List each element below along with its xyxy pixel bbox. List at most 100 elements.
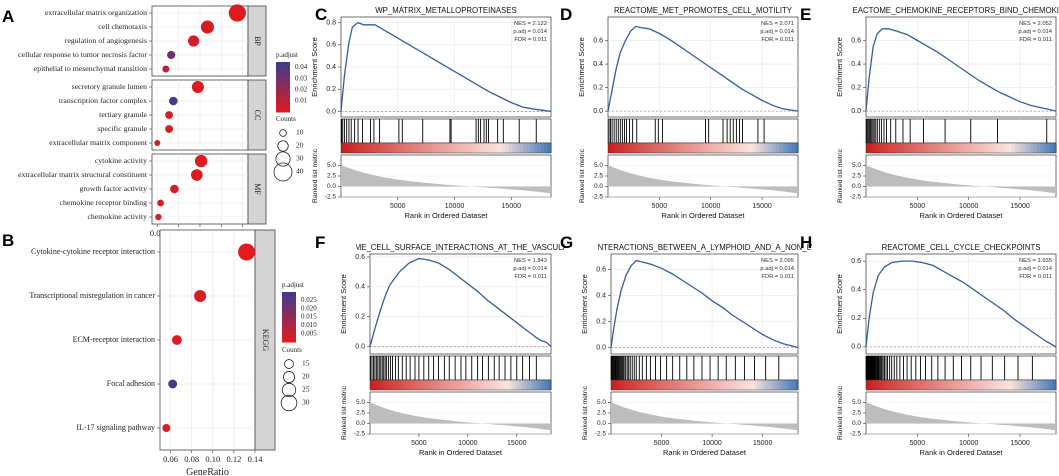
rank-color-band: [1002, 143, 1006, 153]
gsea-panel-h: REACTOME_CELL_CYCLE_CHECKPOINTS 0.0 0.2 0.4…: [835, 243, 1057, 457]
rank-color-band: [791, 380, 796, 390]
size-legend-circle: [277, 140, 289, 152]
rank-color-band: [738, 380, 743, 390]
rank-color-band: [620, 380, 625, 390]
rank-color-band: [655, 143, 660, 153]
rank-color-band: [961, 380, 965, 390]
colorbar-segment: [276, 105, 290, 108]
metric-tick-label: 2.5: [327, 173, 336, 180]
rank-color-band: [436, 380, 440, 390]
y-tick-label: 0.4: [593, 61, 603, 68]
rank-color-band: [415, 380, 419, 390]
colorbar-segment: [276, 94, 290, 97]
size-legend-label: 40: [296, 167, 304, 176]
rank-color-band: [386, 143, 391, 153]
rank-color-band: [698, 380, 702, 390]
rank-color-band: [642, 380, 646, 390]
metric-tick-label: 5.0: [597, 399, 606, 406]
rank-color-band: [986, 143, 991, 153]
dotplot-panel-b: KEGG Cytokine-cytokine receptor interacti…: [29, 229, 317, 476]
term-label: IL-17 signaling pathway: [76, 423, 155, 432]
rank-color-band: [673, 380, 678, 390]
es-curve: [865, 28, 1057, 112]
x-tick-label: 15000: [752, 203, 772, 210]
y-tick-label: 0.4: [355, 284, 365, 291]
rank-band-border: [610, 379, 799, 391]
rank-color-band: [611, 380, 615, 390]
rank-color-band: [938, 143, 943, 153]
colorbar-segment: [276, 89, 290, 92]
rank-color-band: [425, 143, 430, 153]
rank-color-band: [498, 143, 503, 153]
rank-color-band: [478, 380, 483, 390]
rank-color-band: [709, 143, 714, 153]
stat-label: p.adj = 0.014: [513, 266, 547, 272]
rank-color-band: [754, 380, 759, 390]
rank-color-band: [623, 380, 628, 390]
metric-tick-label: 0.0: [852, 183, 861, 190]
rank-color-band: [897, 143, 902, 153]
ranked-metric-area: [608, 165, 798, 194]
rank-color-band: [400, 380, 404, 390]
rank-color-band: [688, 380, 693, 390]
rank-color-band: [632, 380, 637, 390]
rank-color-band: [460, 143, 465, 153]
rank-color-band: [646, 143, 650, 153]
rank-color-band: [1030, 143, 1035, 153]
rank-color-band: [1030, 380, 1035, 390]
metric-tick-label: 0.0: [597, 420, 606, 427]
metric-axis-label: Ranked list metric: [579, 148, 586, 203]
colorbar-segment: [276, 98, 290, 100]
rank-color-band: [894, 143, 899, 153]
colorbar-segment: [276, 84, 290, 87]
panel-letter-h: H: [800, 233, 812, 252]
rank-color-band: [642, 143, 647, 153]
rank-color-band: [469, 380, 474, 390]
colorbar-tick-label: 0.025: [301, 296, 317, 304]
rank-color-band: [365, 143, 370, 153]
stat-label: NES = 2.122: [514, 21, 547, 27]
rank-color-band: [454, 380, 459, 390]
size-legend-title: Counts: [276, 115, 296, 123]
rank-color-band: [970, 143, 975, 153]
x-axis-label: GeneRatio: [186, 467, 229, 476]
rank-color-band: [687, 143, 691, 153]
rank-color-band: [526, 380, 531, 390]
data-point: [228, 4, 246, 22]
x-axis-label: Rank in Ordered Dataset: [662, 211, 746, 220]
rank-color-band: [866, 143, 870, 153]
rank-color-band: [453, 143, 458, 153]
rank-color-band: [481, 380, 486, 390]
rank-color-band: [532, 380, 537, 390]
rank-color-band: [938, 380, 943, 390]
rank-color-band: [421, 143, 426, 153]
rank-color-band: [964, 380, 968, 390]
colorbar-segment: [282, 333, 296, 335]
rank-color-band: [775, 143, 780, 153]
colorbar-segment: [282, 298, 296, 300]
rank-color-band: [526, 143, 531, 153]
rank-color-band: [1040, 380, 1044, 390]
metric-tick-label: 0.0: [356, 420, 365, 427]
y-tick-label: 0.6: [851, 258, 861, 265]
rank-color-band: [379, 380, 383, 390]
y-tick-label: 0.2: [851, 84, 861, 91]
gsea-panel-f: REACTOME_CELL_SURFACE_INTERACTIONS_AT_TH…: [339, 243, 565, 457]
es-axis-label: Enrichment Score: [310, 37, 319, 97]
rank-color-band: [427, 380, 431, 390]
metric-tick-label: 5.0: [327, 162, 336, 169]
colorbar-segment: [282, 339, 296, 342]
rank-color-band: [639, 143, 644, 153]
stat-label: NES = 2.071: [761, 21, 794, 27]
rank-color-band: [782, 380, 787, 390]
colorbar-segment: [276, 104, 290, 107]
rank-color-band: [763, 380, 768, 390]
rank-color-band: [652, 143, 657, 153]
y-tick-label: 0.6: [596, 266, 606, 273]
rank-color-band: [487, 380, 492, 390]
rank-color-band: [484, 380, 489, 390]
rank-band-border: [865, 142, 1057, 154]
rank-color-band: [973, 380, 978, 390]
rank-color-band: [916, 143, 921, 153]
rank-color-band: [785, 143, 790, 153]
